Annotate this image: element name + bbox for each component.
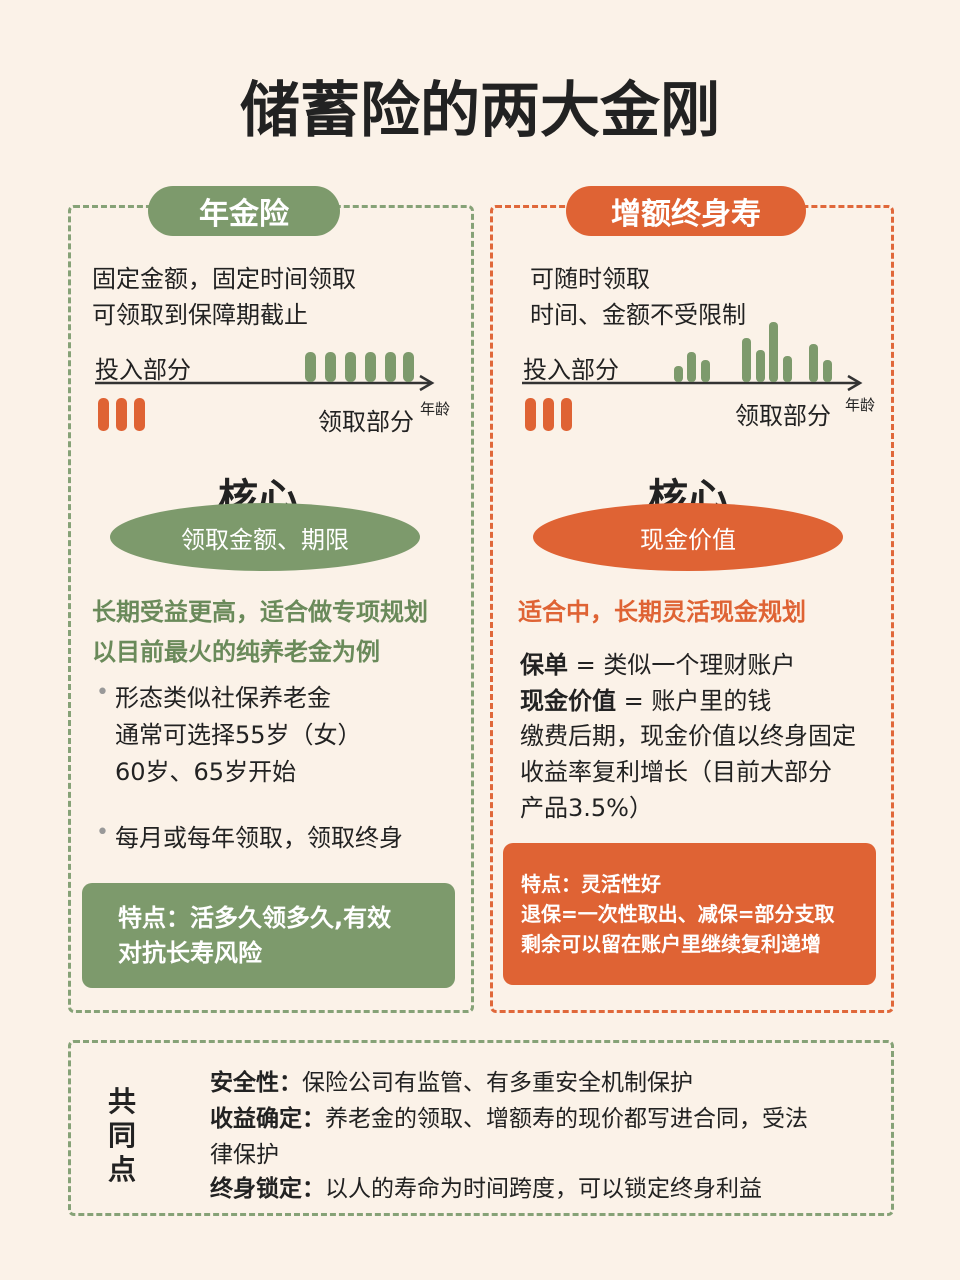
def-text: = 类似一个理财账户 xyxy=(568,651,796,679)
item-text: 养老金的领取、增额寿的现价都写进合同，受法律保护 xyxy=(210,1106,808,1168)
desc: 时间、金额不受限制 xyxy=(530,301,746,329)
bullet-text: 形态类似社保养老金 xyxy=(115,684,331,712)
item-term: 收益确定： xyxy=(210,1106,325,1132)
para: 缴费后期，现金价值以终身固定 xyxy=(520,722,856,750)
def-text: = 账户里的钱 xyxy=(616,687,772,715)
feature-box: 特点：灵活性好 退保=一次性取出、减保=部分支取 剩余可以留在账户里继续复利递增 xyxy=(503,843,876,985)
invest-label: 投入部分 xyxy=(523,356,619,384)
highlight: 以目前最火的纯养老金为例 xyxy=(92,638,380,666)
highlight: 适合中，长期灵活现金规划 xyxy=(518,598,806,626)
receive-label: 领取部分 xyxy=(735,402,831,430)
feature-text: 退保=一次性取出、减保=部分支取 xyxy=(521,902,835,926)
highlight: 长期受益更高，适合做专项规划 xyxy=(92,598,428,626)
bullet-text: 通常可选择55岁（女） xyxy=(115,721,362,749)
feature-text: 特点：灵活性好 xyxy=(521,872,661,896)
common-item: 安全性：保险公司有监管、有多重安全机制保护 xyxy=(210,1065,820,1101)
axis-label: 年龄 xyxy=(420,400,451,418)
receive-label: 领取部分 xyxy=(318,408,414,436)
feature-box: 特点：活多久领多久,有效 对抗长寿风险 xyxy=(82,883,455,988)
common-box xyxy=(68,1040,894,1216)
definition: 保单 = 类似一个理财账户 xyxy=(520,645,795,680)
item-term: 安全性： xyxy=(210,1070,302,1096)
core-ellipse: 现金价值 xyxy=(533,503,843,571)
right-tag: 增额终身寿 xyxy=(566,186,806,236)
bullet-text: 每月或每年领取，领取终身 xyxy=(115,824,403,852)
def-term: 现金价值 xyxy=(520,687,616,715)
common-label: 共同点 xyxy=(108,1085,137,1186)
item-term: 终身锁定： xyxy=(210,1176,325,1202)
feature-text: 特点：活多久领多久,有效 xyxy=(118,904,392,932)
title: 储蓄险的两大金刚 xyxy=(240,76,720,146)
definition: 现金价值 = 账户里的钱 xyxy=(520,681,771,716)
axis-label: 年龄 xyxy=(845,396,876,414)
para: 收益率复利增长（目前大部分 xyxy=(520,758,832,786)
item-text: 保险公司有监管、有多重安全机制保护 xyxy=(302,1070,693,1096)
common-item: 终身锁定：以人的寿命为时间跨度，可以锁定终身利益 xyxy=(210,1171,820,1207)
left-tag: 年金险 xyxy=(148,186,340,236)
desc: 固定金额，固定时间领取 xyxy=(92,265,356,293)
bullet-text: 60岁、65岁开始 xyxy=(115,758,297,786)
core-ellipse: 领取金额、期限 xyxy=(110,503,420,571)
invest-label: 投入部分 xyxy=(95,356,191,384)
bullet-dot: • xyxy=(96,820,109,845)
desc: 可领取到保障期截止 xyxy=(92,301,308,329)
para: 产品3.5%） xyxy=(520,794,653,822)
def-term: 保单 xyxy=(520,651,568,679)
bullet-dot: • xyxy=(96,680,109,705)
desc: 可随时领取 xyxy=(530,265,650,293)
item-text: 以人的寿命为时间跨度，可以锁定终身利益 xyxy=(325,1176,762,1202)
common-item: 收益确定：养老金的领取、增额寿的现价都写进合同，受法律保护 xyxy=(210,1101,820,1173)
feature-text: 对抗长寿风险 xyxy=(118,939,262,967)
feature-text: 剩余可以留在账户里继续复利递增 xyxy=(521,932,821,956)
